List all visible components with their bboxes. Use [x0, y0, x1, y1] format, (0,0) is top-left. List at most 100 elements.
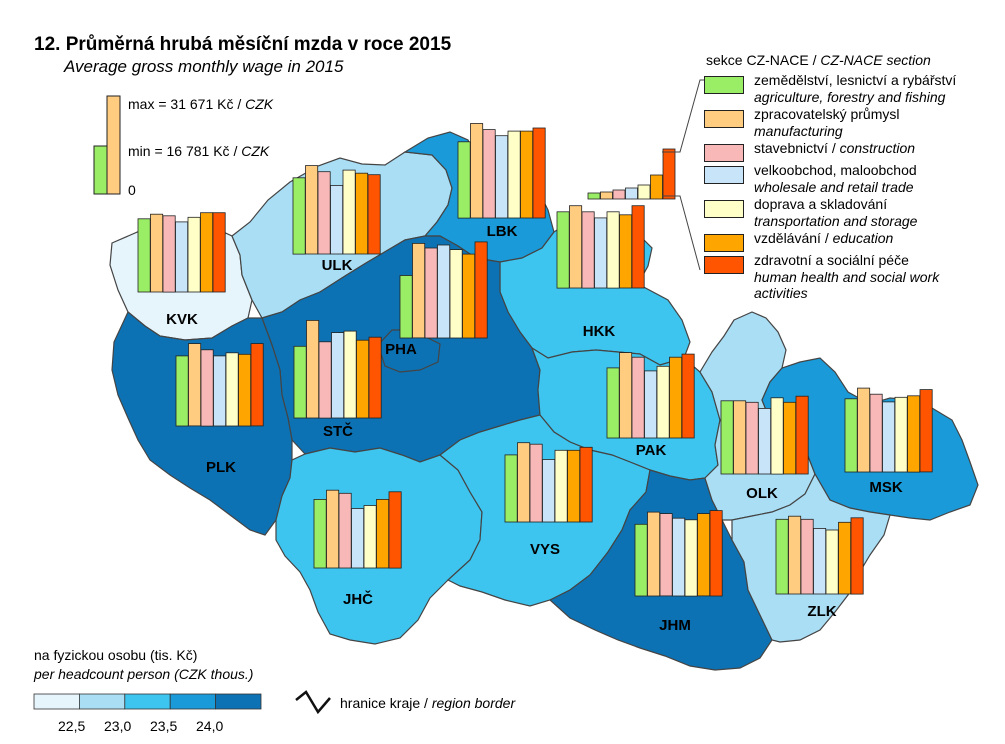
legend-label-cz: zdravotní a sociální péče	[754, 252, 909, 268]
bar-stč-3	[331, 332, 345, 419]
region-chart-hkk	[556, 205, 645, 289]
region-chart-pha	[399, 241, 488, 339]
legend-label-en: transportation and storage	[754, 213, 918, 229]
region-label-kvk: KVK	[166, 311, 198, 328]
bar-lbk-4	[507, 130, 521, 219]
bar-pak-6	[681, 353, 695, 439]
scale-min-label: min = 16 781 Kč / CZK	[128, 143, 270, 159]
bar-lbk-3	[495, 135, 509, 219]
region-label-pak: PAK	[636, 442, 667, 459]
bar-vys-2	[529, 443, 543, 523]
bar-lbk-5	[520, 130, 534, 219]
bar-jhč-5	[376, 498, 390, 569]
choropleth-title: na fyzickou osobu (tis. Kč)	[34, 647, 198, 663]
bar-jhm-3	[672, 517, 686, 597]
bar-pha-6	[474, 241, 488, 339]
choropleth-class-1	[79, 693, 126, 710]
region-label-hkk: HKK	[583, 323, 616, 340]
bar-kvk-3	[175, 221, 189, 293]
bar-zlk-3	[813, 528, 827, 595]
region-chart-plk	[175, 343, 264, 427]
bar-msk-3	[882, 401, 896, 473]
bar-pak-3	[644, 370, 658, 439]
bar-pak-4	[656, 365, 670, 439]
region-charts	[137, 123, 933, 597]
region-label-stč: STČ	[323, 422, 353, 440]
legend-label-cz: doprava a skladování	[754, 196, 888, 212]
region-border-label: hranice kraje / region border	[340, 695, 516, 711]
region-label-plk: PLK	[206, 459, 236, 476]
bar-ulk-4	[342, 169, 356, 255]
bar-olk-4	[770, 397, 784, 475]
map-title: 12. Průměrná hrubá měsíční mzda v roce 2…	[34, 34, 452, 55]
bar-plk-6	[250, 343, 264, 427]
legend-connector-lower	[662, 195, 701, 271]
legend-item-manufacturing: zpracovatelský průmysl manufacturing	[704, 106, 1004, 139]
bar-lbk-1	[470, 123, 484, 219]
bar-jhč-3	[351, 508, 365, 569]
bar-hkk-5	[619, 214, 633, 289]
bar-olk-3	[758, 407, 772, 475]
bar-jhm-5	[697, 513, 711, 597]
bar-kvk-1	[150, 213, 164, 293]
bar-kvk-5	[200, 212, 214, 293]
value-scale	[93, 95, 121, 195]
bar-jhm-4	[684, 519, 698, 597]
region-labels: KVK ULK LBK HKK PHA STČ PLK PAK VYS JHČ JHM OLK MSK Z…	[166, 223, 903, 634]
legend-label-en: human health and social work activities	[754, 269, 940, 301]
legend-sample-bar-6	[662, 148, 676, 200]
bar-lbk-0	[457, 141, 471, 219]
bar-jhm-2	[659, 513, 673, 597]
bar-olk-5	[783, 401, 797, 475]
bar-pha-1	[412, 242, 426, 339]
bar-vys-0	[504, 454, 518, 523]
legend-label-cz: zpracovatelský průmysl	[754, 106, 900, 122]
legend-sample-bar-0	[587, 192, 601, 200]
region-border-icon	[295, 690, 331, 715]
choropleth-subtitle: per headcount person (CZK thous.)	[34, 666, 254, 682]
region-chart-zlk	[775, 515, 864, 595]
legend-swatch	[704, 76, 744, 94]
legend-swatch	[704, 110, 744, 128]
bar-pak-0	[606, 367, 620, 439]
bar-hkk-6	[631, 205, 645, 289]
scale-max-label: max = 31 671 Kč / CZK	[128, 96, 274, 112]
bar-zlk-1	[788, 515, 802, 595]
region-chart-kvk	[137, 212, 226, 293]
bar-lbk-6	[532, 127, 546, 219]
bar-zlk-5	[838, 521, 852, 595]
bar-hkk-1	[569, 205, 583, 289]
bar-ulk-5	[355, 172, 369, 255]
region-label-vys: VYS	[530, 541, 560, 558]
legend-item-health: zdravotní a sociální péče human health a…	[704, 252, 1004, 302]
bar-hkk-4	[606, 211, 620, 289]
region-chart-vys	[504, 442, 593, 523]
bar-jhč-4	[363, 505, 377, 569]
bar-stč-5	[356, 339, 370, 419]
choropleth-class-3	[169, 693, 216, 710]
region-chart-olk	[720, 395, 809, 475]
legend-label-en: wholesale and retail trade	[754, 179, 914, 195]
bar-pha-0	[399, 275, 413, 339]
legend-label-cz: zemědělství, lesnictví a rybářství	[754, 72, 957, 88]
region-label-olk: OLK	[746, 485, 778, 502]
bar-msk-6	[919, 389, 933, 473]
bar-zlk-2	[800, 518, 814, 595]
bar-msk-5	[907, 395, 921, 473]
bar-plk-4	[225, 352, 239, 427]
bar-kvk-2	[162, 215, 176, 293]
legend-item-agriculture: zemědělství, lesnictví a rybářství agric…	[704, 72, 1004, 105]
bar-jhm-6	[709, 510, 723, 597]
region-label-pha: PHA	[385, 341, 417, 358]
bar-zlk-0	[775, 518, 789, 595]
region-chart-msk	[844, 387, 933, 473]
bar-pak-2	[631, 356, 645, 439]
choropleth-scale	[33, 693, 262, 710]
bar-ulk-3	[330, 184, 344, 255]
bar-jhm-1	[647, 511, 661, 597]
bar-jhč-0	[313, 498, 327, 569]
bar-jhč-6	[388, 491, 402, 569]
choropleth-class-4	[215, 693, 262, 710]
legend-swatch	[704, 256, 744, 274]
